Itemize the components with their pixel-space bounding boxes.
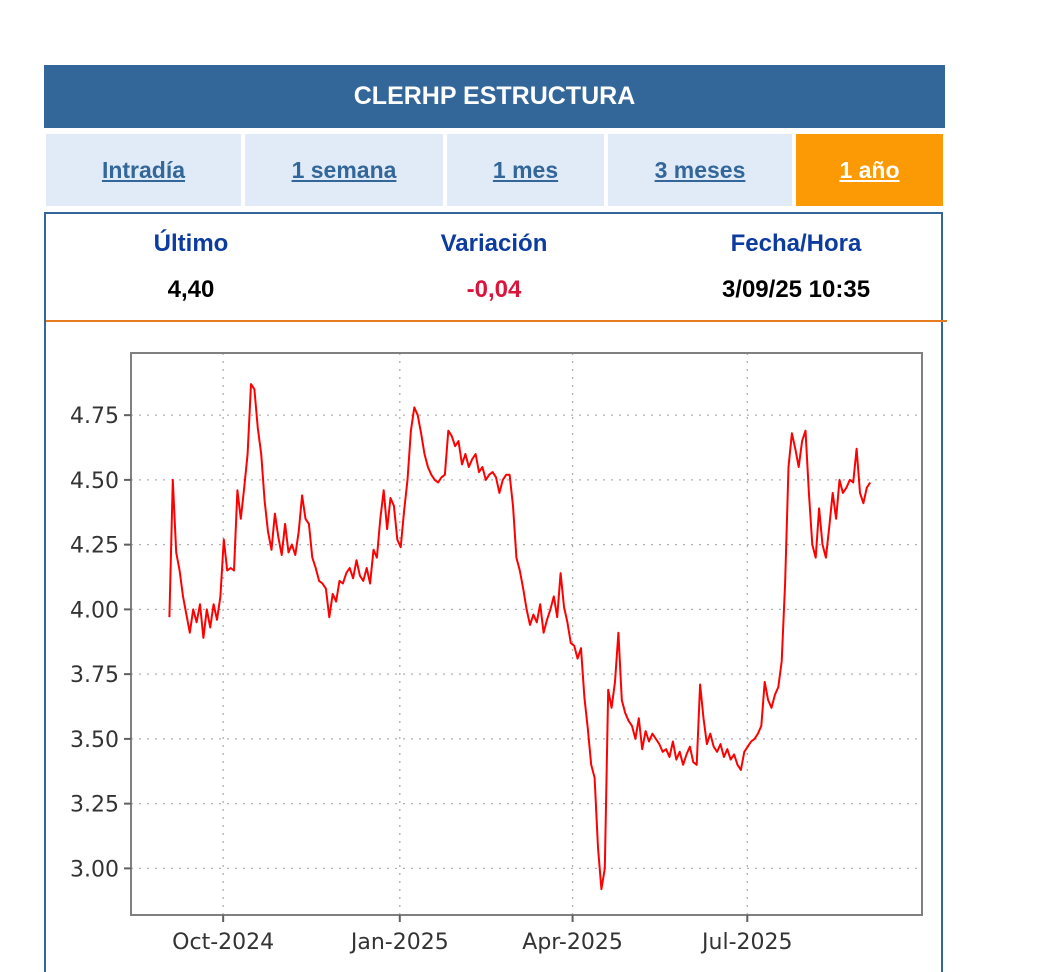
datetime: Fecha/Hora 3/09/25 10:35	[666, 230, 926, 304]
x-tick-label: Jan-2025	[349, 930, 449, 955]
last-value: 4,40	[167, 276, 215, 303]
change-value: -0,04	[466, 276, 522, 303]
quote-panel: Último 4,40 Variación -0,04 Fecha/Hora 3…	[44, 212, 943, 972]
quote-widget: CLERHP ESTRUCTURA Intradía 1 semana 1 me…	[44, 65, 945, 208]
separator-line	[46, 320, 947, 322]
x-axis: Oct-2024 Jan-2025 Apr-2025 Jul-2025	[172, 915, 793, 955]
datetime-label: Fecha/Hora	[730, 230, 862, 257]
price-line	[168, 383, 872, 891]
tab-1-week[interactable]: 1 semana	[243, 132, 445, 208]
grid	[131, 353, 922, 915]
y-tick-label: 3.75	[70, 663, 119, 688]
y-axis: 3.00 3.25 3.50 3.75 4.00 4.25 4.50 4.75	[70, 404, 131, 882]
datetime-value: 3/09/25 10:35	[721, 276, 871, 303]
title-bar: CLERHP ESTRUCTURA	[44, 65, 945, 128]
page-title: CLERHP ESTRUCTURA	[353, 82, 636, 110]
x-tick-label: Oct-2024	[172, 930, 274, 955]
x-tick-label: Jul-2025	[700, 930, 792, 955]
last-price: Último 4,40	[61, 230, 321, 304]
y-tick-label: 4.75	[70, 404, 119, 429]
plot-frame	[130, 352, 923, 916]
change-label: Variación	[440, 230, 548, 257]
tab-intraday[interactable]: Intradía	[44, 132, 243, 208]
last-label: Último	[153, 230, 229, 257]
x-tick-label: Apr-2025	[522, 930, 623, 955]
y-tick-label: 4.50	[70, 469, 119, 494]
tab-3-months[interactable]: 3 meses	[606, 132, 794, 208]
y-tick-label: 4.25	[70, 534, 119, 559]
stats-row: Último 4,40 Variación -0,04 Fecha/Hora 3…	[46, 214, 945, 322]
y-tick-label: 3.00	[70, 857, 119, 882]
tab-1-year[interactable]: 1 año	[794, 132, 945, 208]
y-tick-label: 3.50	[70, 728, 119, 753]
y-tick-label: 4.00	[70, 598, 119, 623]
period-tabs: Intradía 1 semana 1 mes 3 meses 1 año	[44, 132, 945, 208]
tab-1-month[interactable]: 1 mes	[445, 132, 606, 208]
change: Variación -0,04	[364, 230, 624, 304]
y-tick-label: 3.25	[70, 793, 119, 818]
